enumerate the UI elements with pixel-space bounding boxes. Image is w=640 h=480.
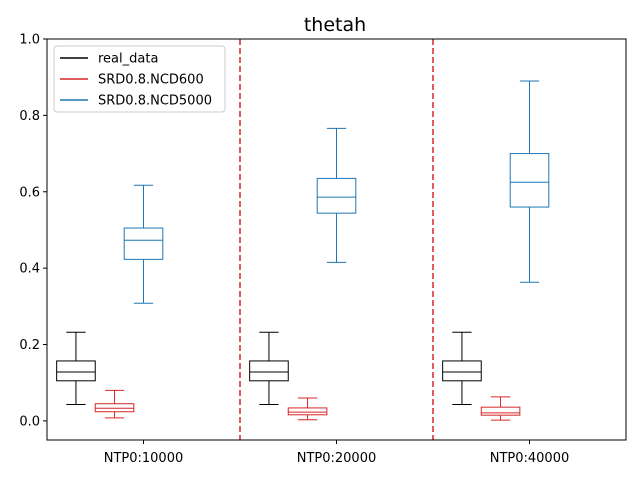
legend-label: SRD0.8.NCD600: [98, 73, 204, 88]
box-body: [123, 227, 164, 260]
y-tick-label: 0.0: [19, 414, 40, 429]
x-axis: NTP0:10000 NTP0:20000 NTP0:40000: [104, 440, 570, 466]
y-tick-label: 0.8: [19, 109, 40, 124]
y-tick-label: 0.6: [19, 185, 40, 200]
box-srd0-8-ncd5000-1: [123, 184, 164, 304]
box-srd0-8-ncd5000-2: [316, 127, 357, 263]
x-tick-label: NTP0:10000: [104, 451, 184, 466]
box-real-data-2: [249, 331, 289, 405]
x-tick-label: NTP0:40000: [490, 451, 570, 466]
box-srd0-8-ncd600-2: [287, 397, 328, 421]
legend-frame: [53, 45, 226, 113]
box-groups: [56, 80, 550, 421]
box-srd0-8-ncd600-1: [94, 389, 135, 419]
box-body: [316, 177, 357, 214]
box-body: [94, 403, 135, 413]
legend-label: real_data: [98, 52, 158, 67]
y-tick-label: 0.2: [19, 338, 40, 353]
box-srd0-8-ncd600-3: [480, 396, 521, 421]
box-body: [287, 407, 328, 416]
y-axis: 0.0 0.2 0.4 0.6 0.8 1.0: [19, 33, 47, 429]
y-tick-label: 0.4: [19, 262, 40, 277]
box-body: [442, 360, 482, 382]
separator-lines: [239, 39, 434, 440]
chart-title: thetah: [304, 14, 366, 36]
box-real-data-1: [56, 331, 96, 405]
box-body: [56, 360, 96, 382]
legend: real_data SRD0.8.NCD600 SRD0.8.NCD5000: [53, 45, 226, 113]
x-tick-label: NTP0:20000: [297, 451, 377, 466]
box-real-data-3: [442, 331, 482, 405]
y-tick-label: 1.0: [19, 33, 40, 48]
box-body: [249, 360, 289, 382]
box-body: [480, 406, 521, 416]
legend-label: SRD0.8.NCD5000: [98, 94, 212, 109]
box-srd0-8-ncd5000-3: [509, 80, 550, 283]
box-body: [509, 153, 550, 208]
